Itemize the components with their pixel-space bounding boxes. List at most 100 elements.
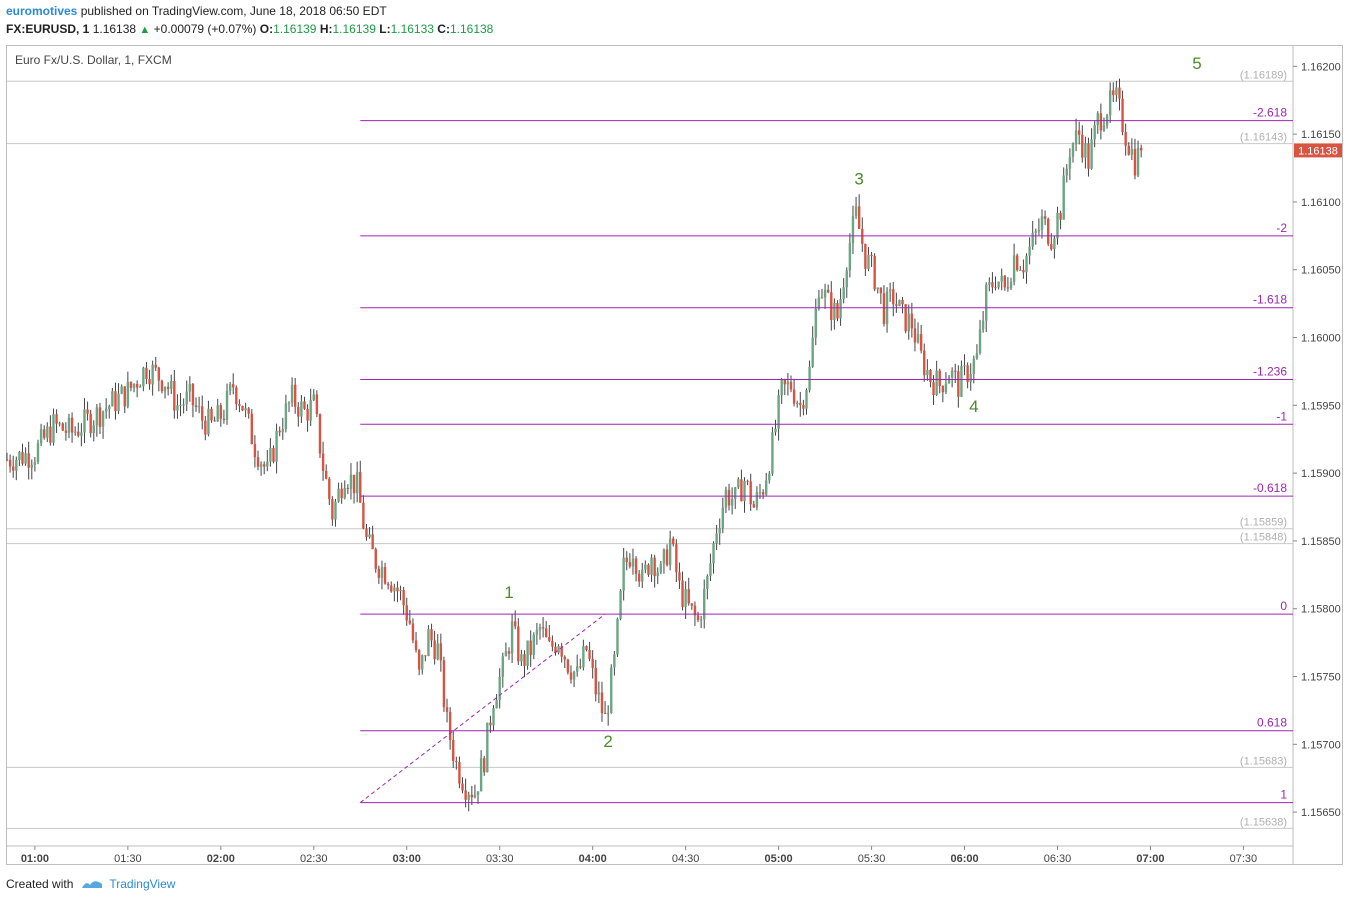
- candle-body: [768, 473, 771, 481]
- candle-body: [216, 405, 219, 422]
- candle-body: [486, 722, 489, 773]
- created-with-label: Created with: [6, 877, 74, 891]
- candle-body: [334, 501, 337, 520]
- candle-body: [950, 370, 954, 378]
- candle-body: [913, 328, 917, 343]
- candle-body: [1009, 281, 1013, 289]
- candle-body: [8, 459, 12, 467]
- candle-body: [826, 289, 830, 293]
- candle-body: [380, 567, 384, 578]
- candle-body: [250, 413, 254, 445]
- candle-body: [1025, 255, 1028, 273]
- candle-body: [1115, 87, 1118, 96]
- candle-body: [235, 387, 238, 405]
- candle-body: [1056, 212, 1059, 239]
- candle-body: [817, 297, 821, 309]
- candle-body: [191, 383, 195, 406]
- candle-body: [470, 794, 474, 798]
- candle-body: [761, 492, 765, 495]
- candle-body: [352, 474, 356, 494]
- candle-body: [544, 628, 548, 638]
- x-tick-label: 07:30: [1230, 853, 1258, 865]
- candle-body: [411, 623, 415, 641]
- low-label: L:: [379, 22, 391, 36]
- candle-body: [1043, 216, 1047, 219]
- y-tick-label: 1.16150: [1301, 129, 1341, 141]
- x-tick-label: 04:00: [579, 853, 607, 865]
- candle-body: [637, 573, 641, 582]
- candle-body: [659, 563, 663, 573]
- candle-body: [1071, 143, 1075, 157]
- candle-body: [222, 418, 226, 421]
- candle-body: [839, 299, 842, 319]
- candle-body: [647, 564, 650, 575]
- candle-body: [458, 761, 461, 784]
- candle-body: [24, 453, 27, 464]
- candle-body: [501, 656, 505, 677]
- candle-body: [1006, 287, 1010, 289]
- y-tick-label: 1.16100: [1301, 197, 1341, 209]
- fib-trend-line: [359, 613, 606, 804]
- y-tick-label: 1.15700: [1301, 739, 1341, 751]
- candle-body: [969, 373, 972, 383]
- candle-body: [898, 299, 901, 306]
- price-level-label: (1.15638): [1240, 816, 1287, 828]
- candle-body: [33, 462, 37, 465]
- candle-body: [86, 409, 89, 414]
- candle-body: [1028, 246, 1031, 256]
- candle-body: [476, 791, 480, 795]
- candle-body: [383, 567, 387, 584]
- y-tick-label: 1.16000: [1301, 333, 1341, 345]
- candle-body: [814, 308, 817, 338]
- candle-body: [448, 711, 452, 741]
- candle-body: [836, 303, 839, 319]
- x-tick-label: 06:00: [950, 853, 978, 865]
- candle-body: [328, 478, 331, 500]
- candle-body: [324, 470, 328, 479]
- candle-body: [554, 646, 557, 653]
- candle-body: [368, 534, 371, 538]
- candle-body: [263, 464, 266, 467]
- y-tick-label: 1.15750: [1301, 672, 1341, 684]
- candle-body: [228, 384, 232, 391]
- open-value: 1.16139: [273, 22, 317, 36]
- high-value: 1.16139: [332, 22, 376, 36]
- candle-body: [1093, 125, 1096, 140]
- candle-body: [272, 447, 275, 462]
- candle-body: [706, 575, 709, 589]
- candle-body: [489, 722, 492, 726]
- candle-body: [11, 466, 15, 471]
- candle-body: [1127, 145, 1130, 155]
- candle-body: [882, 293, 886, 324]
- candle-body: [910, 313, 914, 329]
- x-tick-label: 04:30: [672, 853, 700, 865]
- candle-body: [746, 480, 749, 482]
- author-link[interactable]: euromotives: [6, 4, 78, 18]
- fib-level-label: -2: [1276, 221, 1287, 235]
- candle-body: [421, 655, 424, 670]
- x-tick-label: 02:30: [300, 853, 328, 865]
- candle-body: [21, 451, 24, 464]
- last-price-label: 1.16138: [1298, 145, 1338, 157]
- candle-body: [52, 414, 55, 443]
- candle-body: [926, 369, 929, 376]
- candle-body: [170, 381, 173, 389]
- candle-body: [867, 254, 870, 269]
- candle-body: [947, 377, 951, 384]
- candle-body: [520, 654, 523, 662]
- candle-body: [510, 621, 514, 654]
- candle-body: [1118, 87, 1121, 99]
- tradingview-brand-link[interactable]: TradingView: [109, 877, 176, 891]
- candle-body: [244, 408, 247, 411]
- candle-body: [1074, 130, 1078, 144]
- tradingview-logo-icon: [82, 881, 103, 888]
- candle-body: [631, 558, 635, 567]
- candle-body: [18, 451, 21, 460]
- candle-body: [1087, 143, 1090, 169]
- candle-body: [67, 417, 71, 433]
- candle-body: [1003, 275, 1007, 288]
- candle-body: [467, 794, 470, 800]
- candle-body: [1139, 147, 1143, 151]
- candle-body: [1031, 232, 1034, 247]
